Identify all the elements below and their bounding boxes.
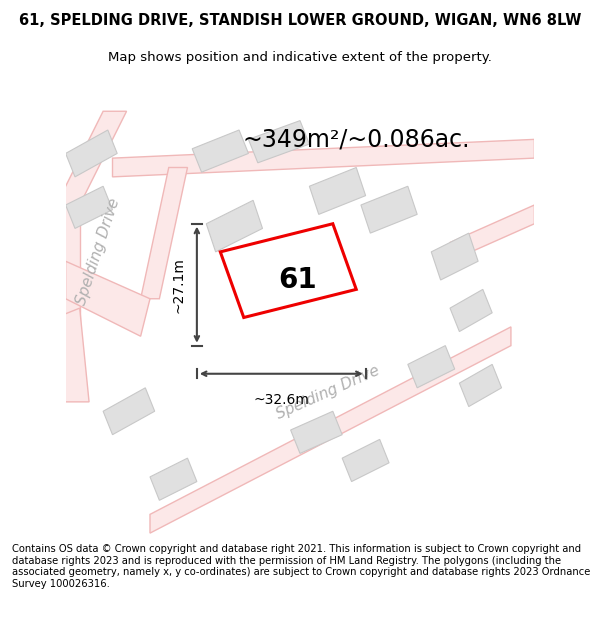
- Polygon shape: [290, 411, 342, 454]
- Polygon shape: [65, 186, 113, 228]
- Text: Spelding Drive: Spelding Drive: [74, 196, 123, 308]
- Polygon shape: [113, 139, 535, 177]
- Text: Spelding Drive: Spelding Drive: [274, 363, 382, 422]
- Polygon shape: [431, 233, 478, 280]
- Polygon shape: [103, 388, 155, 435]
- Polygon shape: [342, 439, 389, 481]
- Polygon shape: [56, 111, 127, 205]
- Polygon shape: [450, 289, 492, 331]
- Text: Map shows position and indicative extent of the property.: Map shows position and indicative extent…: [108, 51, 492, 64]
- Polygon shape: [150, 327, 511, 533]
- Text: 61, SPELDING DRIVE, STANDISH LOWER GROUND, WIGAN, WN6 8LW: 61, SPELDING DRIVE, STANDISH LOWER GROUN…: [19, 13, 581, 28]
- Polygon shape: [65, 261, 150, 336]
- Polygon shape: [408, 346, 455, 388]
- Text: ~27.1m: ~27.1m: [171, 257, 185, 312]
- Polygon shape: [310, 168, 365, 214]
- Text: 61: 61: [278, 266, 317, 294]
- Polygon shape: [192, 130, 248, 172]
- Polygon shape: [361, 186, 417, 233]
- Polygon shape: [56, 308, 89, 402]
- Text: ~32.6m: ~32.6m: [253, 392, 309, 406]
- Polygon shape: [65, 130, 117, 177]
- Text: ~349m²/~0.086ac.: ~349m²/~0.086ac.: [242, 127, 470, 151]
- Text: Contains OS data © Crown copyright and database right 2021. This information is : Contains OS data © Crown copyright and d…: [12, 544, 590, 589]
- Polygon shape: [150, 458, 197, 500]
- Polygon shape: [450, 205, 535, 261]
- Polygon shape: [56, 205, 80, 346]
- Polygon shape: [206, 200, 263, 252]
- Polygon shape: [248, 121, 310, 162]
- Polygon shape: [140, 168, 187, 299]
- Polygon shape: [460, 364, 502, 406]
